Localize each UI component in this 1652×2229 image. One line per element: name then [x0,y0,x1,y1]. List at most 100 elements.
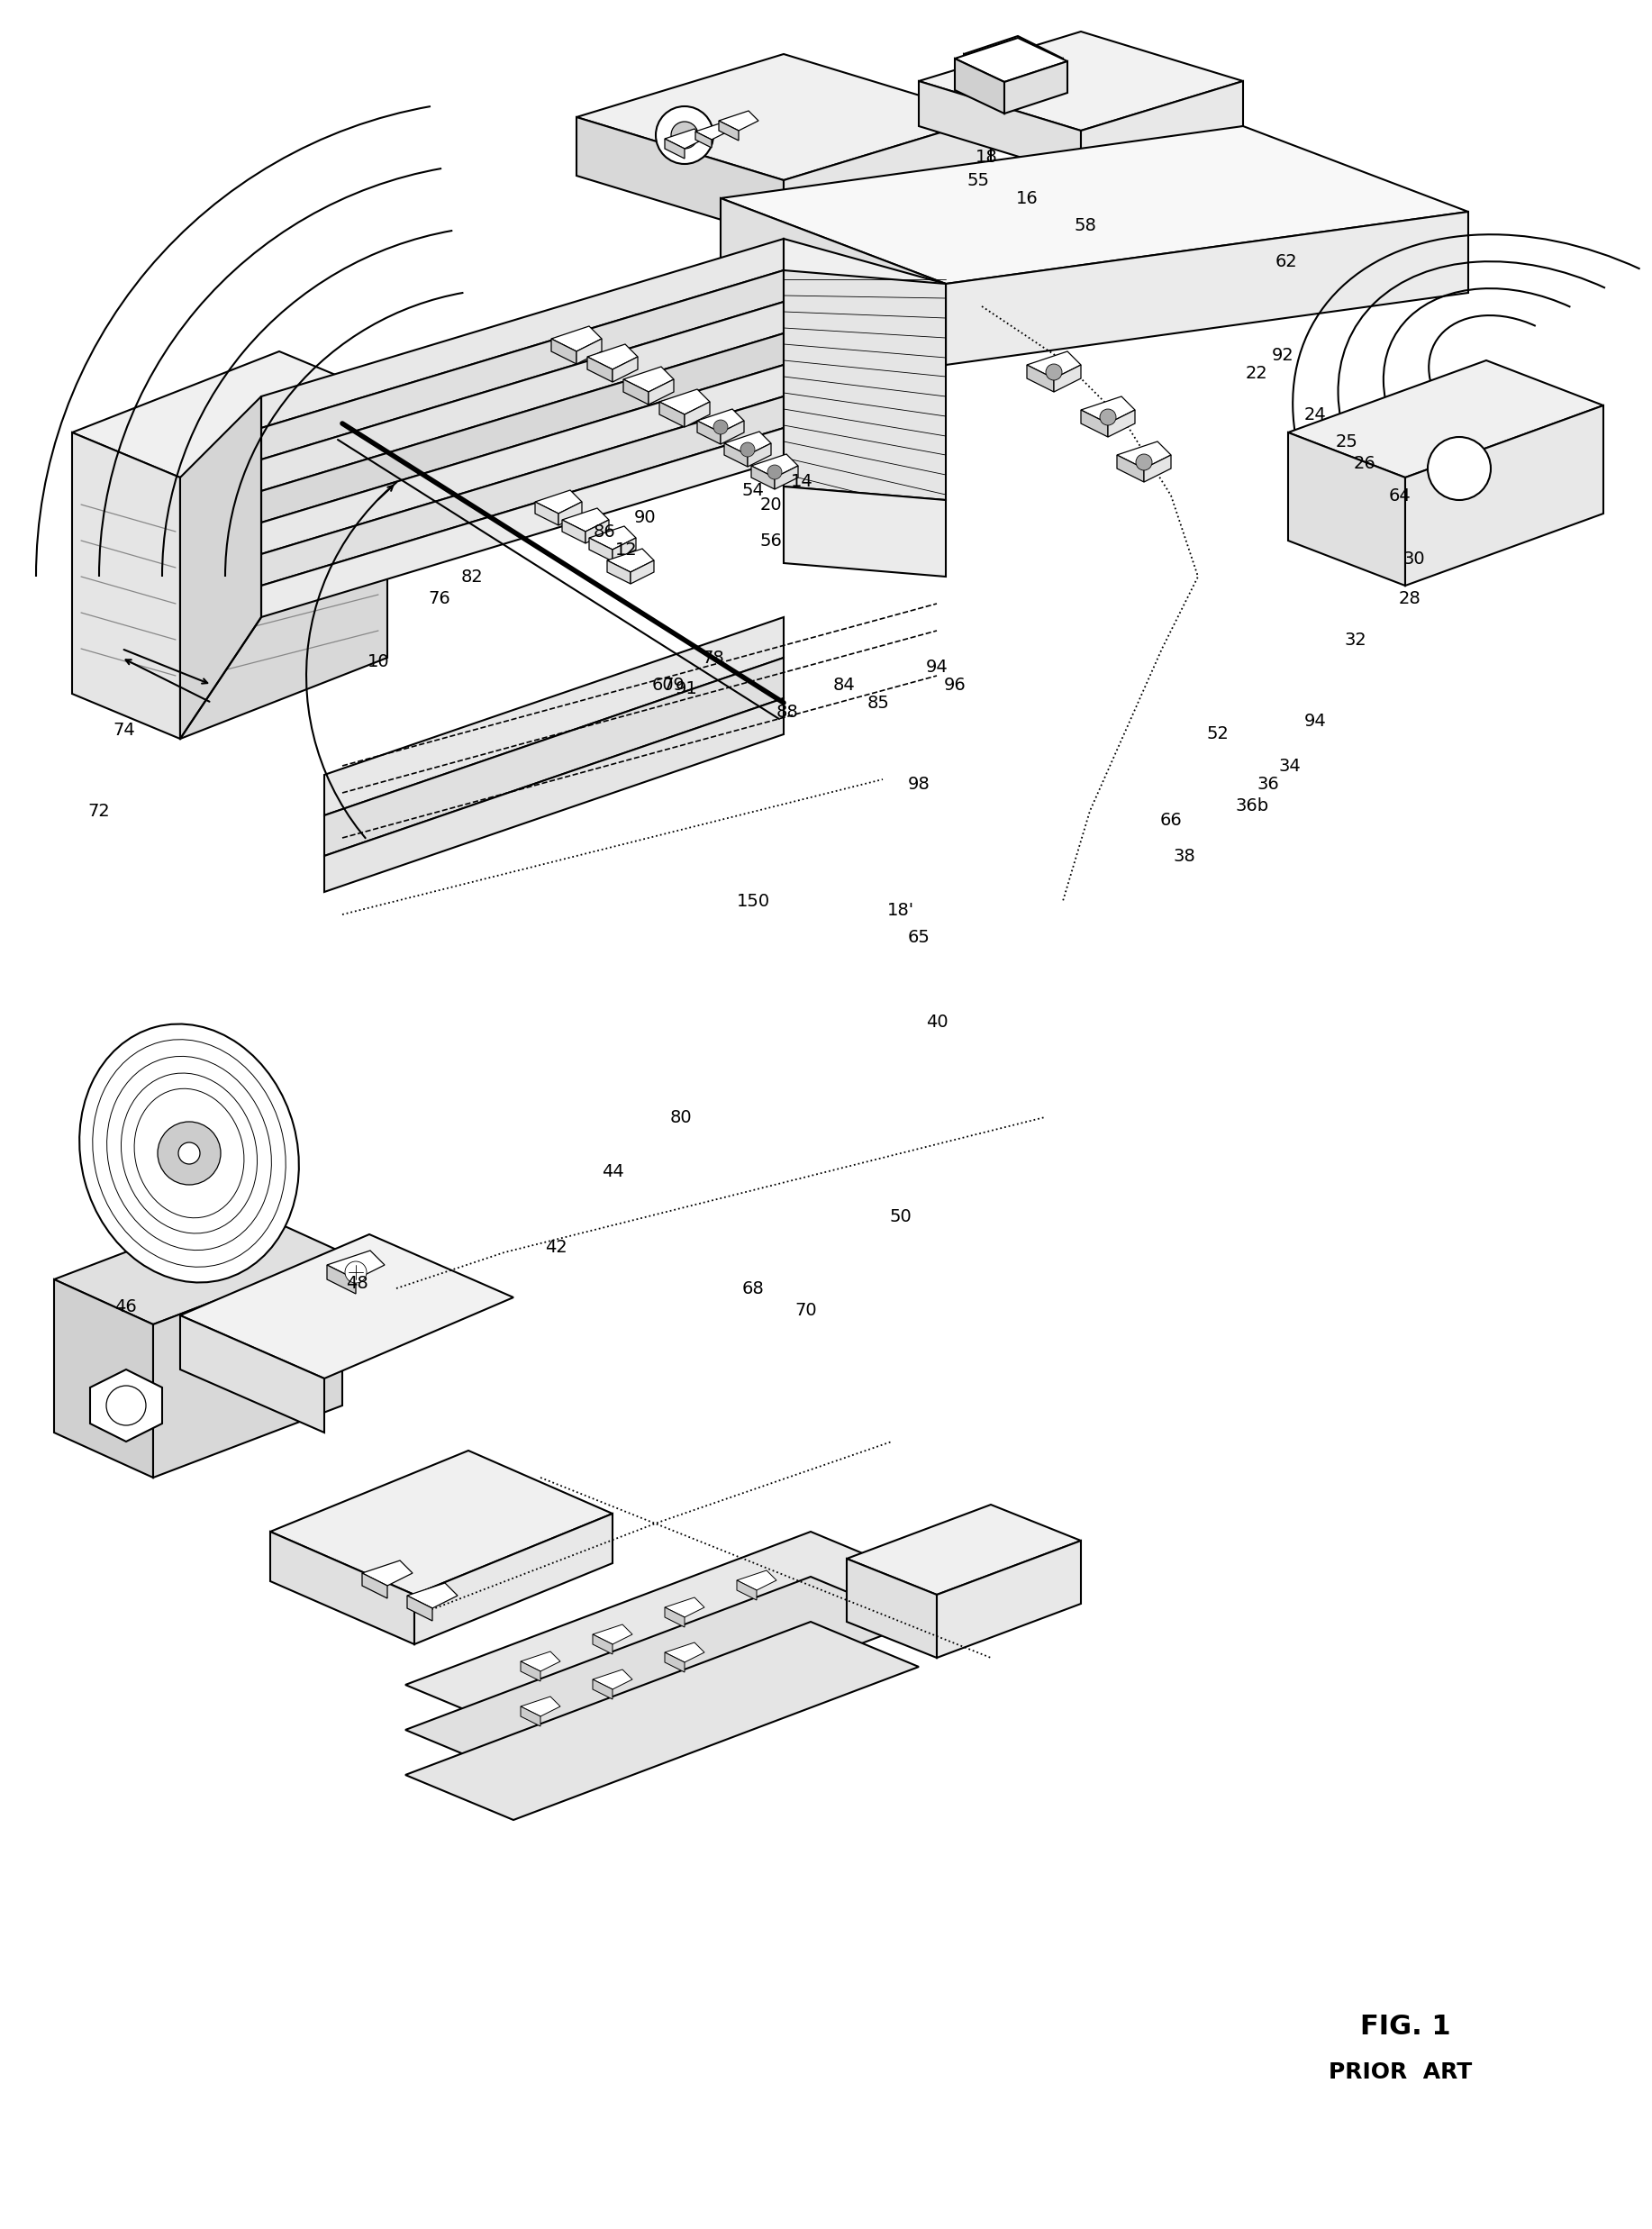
Polygon shape [405,1576,919,1774]
Polygon shape [593,1670,633,1690]
Circle shape [671,123,699,149]
Polygon shape [1080,80,1242,176]
Polygon shape [623,379,649,403]
Text: 60: 60 [653,675,674,693]
Polygon shape [752,455,798,477]
Text: 16: 16 [1016,189,1037,207]
Text: 52: 52 [1206,727,1229,742]
Text: 32: 32 [1345,631,1366,649]
Polygon shape [783,270,947,499]
Polygon shape [55,1208,342,1324]
Polygon shape [1108,410,1135,437]
Polygon shape [724,444,748,466]
Polygon shape [577,118,783,239]
Polygon shape [783,486,947,577]
Polygon shape [562,508,610,531]
Polygon shape [963,36,1062,76]
Polygon shape [271,1451,613,1594]
Polygon shape [362,1560,413,1585]
Text: 55: 55 [966,172,990,189]
Polygon shape [737,1580,757,1600]
Text: 85: 85 [867,693,889,711]
Text: 26: 26 [1353,455,1376,473]
Polygon shape [261,397,783,586]
Text: 14: 14 [791,473,813,490]
Text: 24: 24 [1303,406,1327,424]
Polygon shape [362,1574,387,1598]
Polygon shape [720,198,947,366]
Text: 38: 38 [1173,847,1196,865]
Text: 82: 82 [461,568,482,586]
Text: 94: 94 [925,658,948,675]
Polygon shape [261,428,783,617]
Circle shape [1427,437,1490,499]
Polygon shape [593,1625,633,1645]
Circle shape [345,1262,367,1284]
Polygon shape [577,339,601,363]
Text: 70: 70 [795,1302,818,1320]
Polygon shape [1028,366,1054,392]
Text: 96: 96 [943,675,966,693]
Polygon shape [180,1235,514,1378]
Text: 42: 42 [545,1239,567,1257]
Circle shape [106,1386,145,1424]
Text: 74: 74 [112,722,135,738]
Polygon shape [405,1531,919,1730]
Polygon shape [1004,60,1067,114]
Polygon shape [684,401,710,428]
Polygon shape [664,1643,704,1663]
Polygon shape [719,120,738,140]
Text: 10: 10 [367,653,390,671]
Polygon shape [737,1571,776,1589]
Text: 22: 22 [1246,366,1267,383]
Polygon shape [1143,455,1171,481]
Polygon shape [520,1707,540,1725]
Polygon shape [577,53,991,181]
Polygon shape [664,1607,684,1627]
Polygon shape [327,1250,385,1279]
Text: 64: 64 [1389,486,1411,504]
Polygon shape [327,1266,355,1293]
Polygon shape [1028,352,1080,379]
Polygon shape [504,675,631,785]
Polygon shape [552,325,601,352]
Polygon shape [535,490,582,513]
Polygon shape [558,502,582,526]
Polygon shape [1009,58,1062,109]
Polygon shape [664,138,684,158]
Text: 50: 50 [890,1208,912,1226]
Polygon shape [593,1678,613,1698]
Polygon shape [73,352,387,477]
Text: 12: 12 [615,542,638,557]
Text: 18': 18' [887,901,914,918]
Polygon shape [608,548,654,573]
Text: 92: 92 [1272,348,1294,366]
Polygon shape [415,1513,613,1645]
Polygon shape [919,31,1242,132]
Text: 79: 79 [662,675,686,693]
Polygon shape [271,1531,415,1645]
Text: 80: 80 [671,1108,692,1126]
Polygon shape [752,466,775,488]
Polygon shape [847,1558,937,1658]
Polygon shape [588,343,638,370]
Text: 98: 98 [907,776,930,791]
Circle shape [178,1143,200,1164]
Polygon shape [180,1315,324,1433]
Polygon shape [724,432,771,455]
Polygon shape [585,519,610,544]
Polygon shape [649,379,674,403]
Circle shape [714,419,729,435]
Polygon shape [520,1661,540,1681]
Polygon shape [180,397,387,738]
Polygon shape [552,339,577,363]
Polygon shape [261,334,783,522]
Text: 34: 34 [1279,758,1302,773]
Polygon shape [55,1279,154,1478]
Text: 78: 78 [702,649,725,666]
Polygon shape [963,53,1009,109]
Text: 44: 44 [601,1164,624,1179]
Polygon shape [695,132,712,147]
Text: 40: 40 [925,1014,948,1032]
Polygon shape [1406,406,1604,586]
